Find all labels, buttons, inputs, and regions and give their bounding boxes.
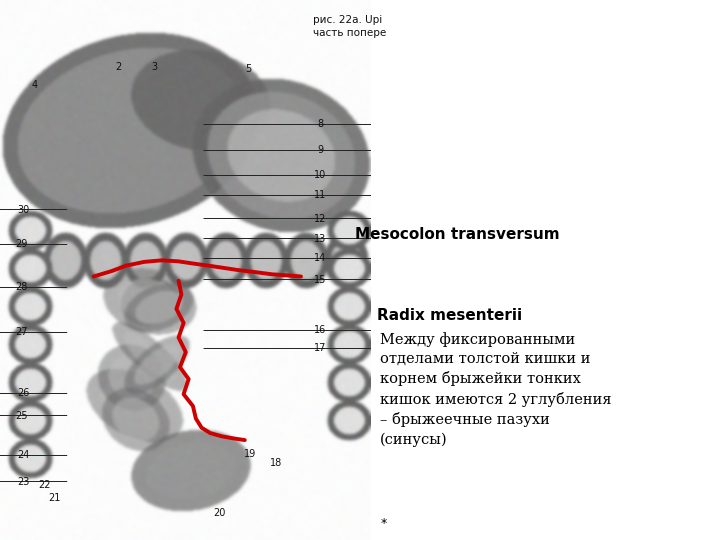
Text: 24: 24 xyxy=(17,450,30,460)
Text: 17: 17 xyxy=(314,343,327,353)
Text: Mesocolon transversum: Mesocolon transversum xyxy=(355,227,559,242)
Text: 16: 16 xyxy=(314,326,327,335)
Text: 21: 21 xyxy=(48,493,60,503)
Text: 30: 30 xyxy=(17,205,30,214)
Text: 19: 19 xyxy=(243,449,256,458)
Text: 12: 12 xyxy=(314,214,327,224)
Text: 22: 22 xyxy=(38,480,51,490)
Text: 2: 2 xyxy=(116,63,122,72)
Text: 8: 8 xyxy=(318,119,323,129)
Text: 9: 9 xyxy=(318,145,323,155)
Text: 28: 28 xyxy=(15,282,28,292)
Text: 11: 11 xyxy=(314,191,327,200)
Text: 20: 20 xyxy=(213,508,226,518)
Text: 27: 27 xyxy=(15,327,28,337)
Text: Radix mesenterii: Radix mesenterii xyxy=(377,308,523,323)
Text: 13: 13 xyxy=(314,234,327,244)
Text: 18: 18 xyxy=(269,458,282,468)
Text: 10: 10 xyxy=(314,171,327,180)
Text: *: * xyxy=(380,517,387,530)
Text: 25: 25 xyxy=(15,411,28,421)
Text: 14: 14 xyxy=(314,253,327,263)
Text: 5: 5 xyxy=(246,64,251,74)
Text: 23: 23 xyxy=(17,477,30,487)
Text: рис. 22а. Upi
часть попере: рис. 22а. Upi часть попере xyxy=(313,15,387,37)
Text: 4: 4 xyxy=(32,80,37,90)
Text: 26: 26 xyxy=(17,388,30,398)
Text: 15: 15 xyxy=(314,275,327,285)
Text: Между фиксированными
отделами толстой кишки и
корнем брыжейки тонких
кишок имеют: Между фиксированными отделами толстой ки… xyxy=(380,332,612,447)
Text: 3: 3 xyxy=(152,63,158,72)
Text: 29: 29 xyxy=(15,239,28,249)
